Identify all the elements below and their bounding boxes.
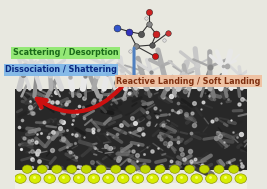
Circle shape [220, 174, 232, 183]
FancyArrowPatch shape [37, 87, 122, 112]
Circle shape [37, 165, 47, 173]
Circle shape [162, 174, 173, 183]
Circle shape [140, 165, 150, 173]
Circle shape [15, 174, 26, 183]
FancyArrowPatch shape [131, 48, 137, 84]
Circle shape [22, 165, 32, 173]
Circle shape [96, 165, 106, 173]
Circle shape [59, 174, 70, 183]
Circle shape [170, 165, 180, 173]
Text: Scattering / Desorption: Scattering / Desorption [13, 48, 118, 57]
Circle shape [125, 165, 136, 173]
Circle shape [229, 165, 239, 173]
Circle shape [73, 174, 85, 183]
Circle shape [206, 174, 217, 183]
Circle shape [199, 165, 209, 173]
Circle shape [214, 165, 224, 173]
Circle shape [132, 174, 144, 183]
Circle shape [191, 174, 202, 183]
Circle shape [81, 165, 91, 173]
Text: Reactive Landing / Soft Landing: Reactive Landing / Soft Landing [116, 77, 261, 86]
Circle shape [147, 174, 158, 183]
Circle shape [155, 165, 165, 173]
Text: Dissociation / Shattering: Dissociation / Shattering [5, 65, 117, 74]
Circle shape [29, 174, 41, 183]
Circle shape [184, 165, 195, 173]
Circle shape [88, 174, 100, 183]
Circle shape [52, 165, 62, 173]
Circle shape [66, 165, 77, 173]
Circle shape [103, 174, 114, 183]
Circle shape [235, 174, 246, 183]
Bar [15, 89, 246, 170]
Circle shape [44, 174, 56, 183]
Circle shape [117, 174, 129, 183]
Circle shape [176, 174, 188, 183]
Circle shape [111, 165, 121, 173]
Bar [15, 183, 246, 189]
